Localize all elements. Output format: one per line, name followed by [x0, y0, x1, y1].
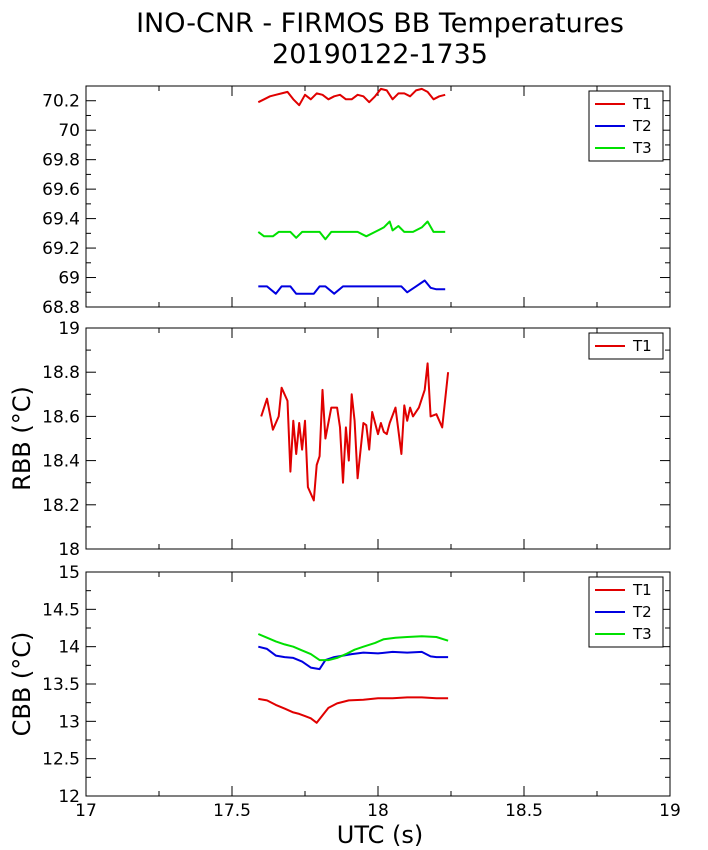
x-tick-label: 17 — [75, 801, 97, 821]
y-tick-label: 18.6 — [42, 407, 80, 427]
legend-label-t1: T1 — [632, 95, 652, 113]
panel-bb-temps: 68.8 69 69.2 69.4 69.6 69.8 70 70.2 T1 T2 T3 — [42, 85, 671, 318]
y-tick-label: 69.6 — [42, 180, 80, 200]
y-tick-label: 18.8 — [42, 363, 80, 383]
y-tick-label: 14 — [58, 638, 80, 658]
series-line-t1 — [260, 362, 450, 502]
chart-subtitle: 20190122-1735 — [272, 39, 488, 70]
series-line-t3 — [257, 220, 446, 241]
y-tick-label: 70.2 — [42, 92, 80, 112]
x-tick-label: 17.5 — [213, 801, 251, 821]
legend-label-t1: T1 — [632, 337, 652, 355]
y-tick-label: 18.2 — [42, 496, 80, 516]
plot-frame — [85, 571, 671, 797]
x-axis-title: UTC (s) — [337, 821, 423, 849]
plot-frame — [85, 327, 671, 550]
series-line-t1 — [258, 696, 449, 724]
x-tick-label: 19 — [659, 801, 681, 821]
legend-label-t3: T3 — [632, 139, 652, 157]
y-tick-label: 70 — [58, 121, 80, 141]
y-tick-label: 12.5 — [42, 750, 80, 770]
legend-label-t3: T3 — [632, 625, 652, 643]
y-tick-label: 18 — [58, 540, 80, 560]
y-tick-label: 69.8 — [42, 151, 80, 171]
y-tick-label: 68.8 — [42, 298, 80, 318]
y-axis-title: RBB (°C) — [8, 386, 36, 491]
y-tick-label: 18.4 — [42, 452, 80, 472]
series-line-t1 — [257, 87, 446, 107]
y-tick-label: 13.5 — [42, 675, 80, 695]
chart-title: INO-CNR - FIRMOS BB Temperatures — [136, 8, 624, 39]
y-tick-label: 12 — [58, 787, 80, 807]
y-tick-label: 13 — [58, 712, 80, 732]
legend-label-t2: T2 — [632, 603, 652, 621]
y-tick-label: 15 — [58, 563, 80, 583]
x-axis-labels: 17 17.5 18 18.5 19 — [75, 801, 681, 821]
x-tick-label: 18.5 — [505, 801, 543, 821]
legend-box — [588, 332, 664, 360]
legend-label-t2: T2 — [632, 117, 652, 135]
series-line-t2 — [258, 279, 446, 295]
plot-frame — [85, 85, 671, 308]
y-tick-label: 69 — [58, 269, 80, 289]
y-tick-label: 69.2 — [42, 239, 80, 259]
y-axis-title: CBB (°C) — [8, 632, 36, 737]
y-tick-label: 69.4 — [42, 210, 80, 230]
y-tick-label: 14.5 — [42, 600, 80, 620]
panel-cbb: 12 12.5 13 13.5 14 14.5 15 CBB (°C) T1 T2 T3 — [8, 563, 671, 807]
x-tick-label: 18 — [367, 801, 389, 821]
legend-label-t1: T1 — [632, 581, 652, 599]
chart-title-block: INO-CNR - FIRMOS BB Temperatures 2019012… — [0, 8, 708, 70]
panel-rbb: 18 18.2 18.4 18.6 18.8 19 RBB (°C) T1 — [8, 319, 671, 560]
y-tick-label: 19 — [58, 319, 80, 339]
series-line-t3 — [257, 633, 449, 662]
